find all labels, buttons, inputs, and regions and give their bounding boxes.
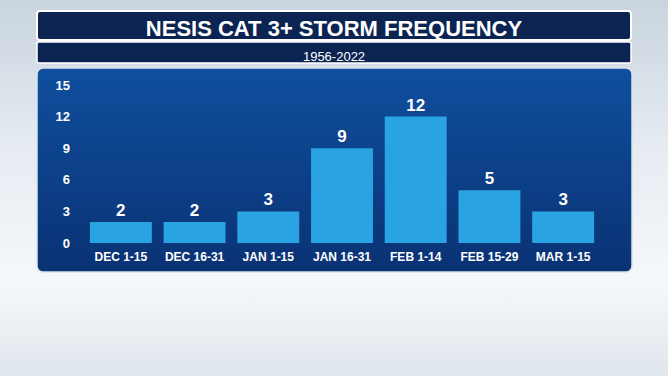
svg-text:MAR 1-15: MAR 1-15 [536,250,591,264]
svg-text:FEB 15-29: FEB 15-29 [460,250,518,264]
svg-text:12: 12 [406,96,425,115]
svg-text:3: 3 [63,204,70,219]
svg-text:12: 12 [56,109,70,124]
svg-text:5: 5 [485,169,494,188]
svg-text:JAN 1-15: JAN 1-15 [243,250,295,264]
svg-text:15: 15 [56,78,70,93]
svg-text:NESIS CAT 3+ STORM FREQUENCY: NESIS CAT 3+ STORM FREQUENCY [146,16,523,41]
svg-text:9: 9 [337,127,346,146]
svg-text:0: 0 [63,236,70,251]
svg-text:9: 9 [63,141,70,156]
svg-text:2: 2 [116,201,125,220]
svg-text:FEB 1-14: FEB 1-14 [390,250,442,264]
svg-text:JAN 16-31: JAN 16-31 [313,250,371,264]
svg-text:DEC 1-15: DEC 1-15 [95,250,148,264]
svg-text:DEC 16-31: DEC 16-31 [165,250,225,264]
svg-text:6: 6 [63,172,70,187]
svg-text:2: 2 [190,201,199,220]
svg-text:3: 3 [264,190,273,209]
svg-text:1956-2022: 1956-2022 [303,49,365,64]
svg-text:3: 3 [558,190,567,209]
